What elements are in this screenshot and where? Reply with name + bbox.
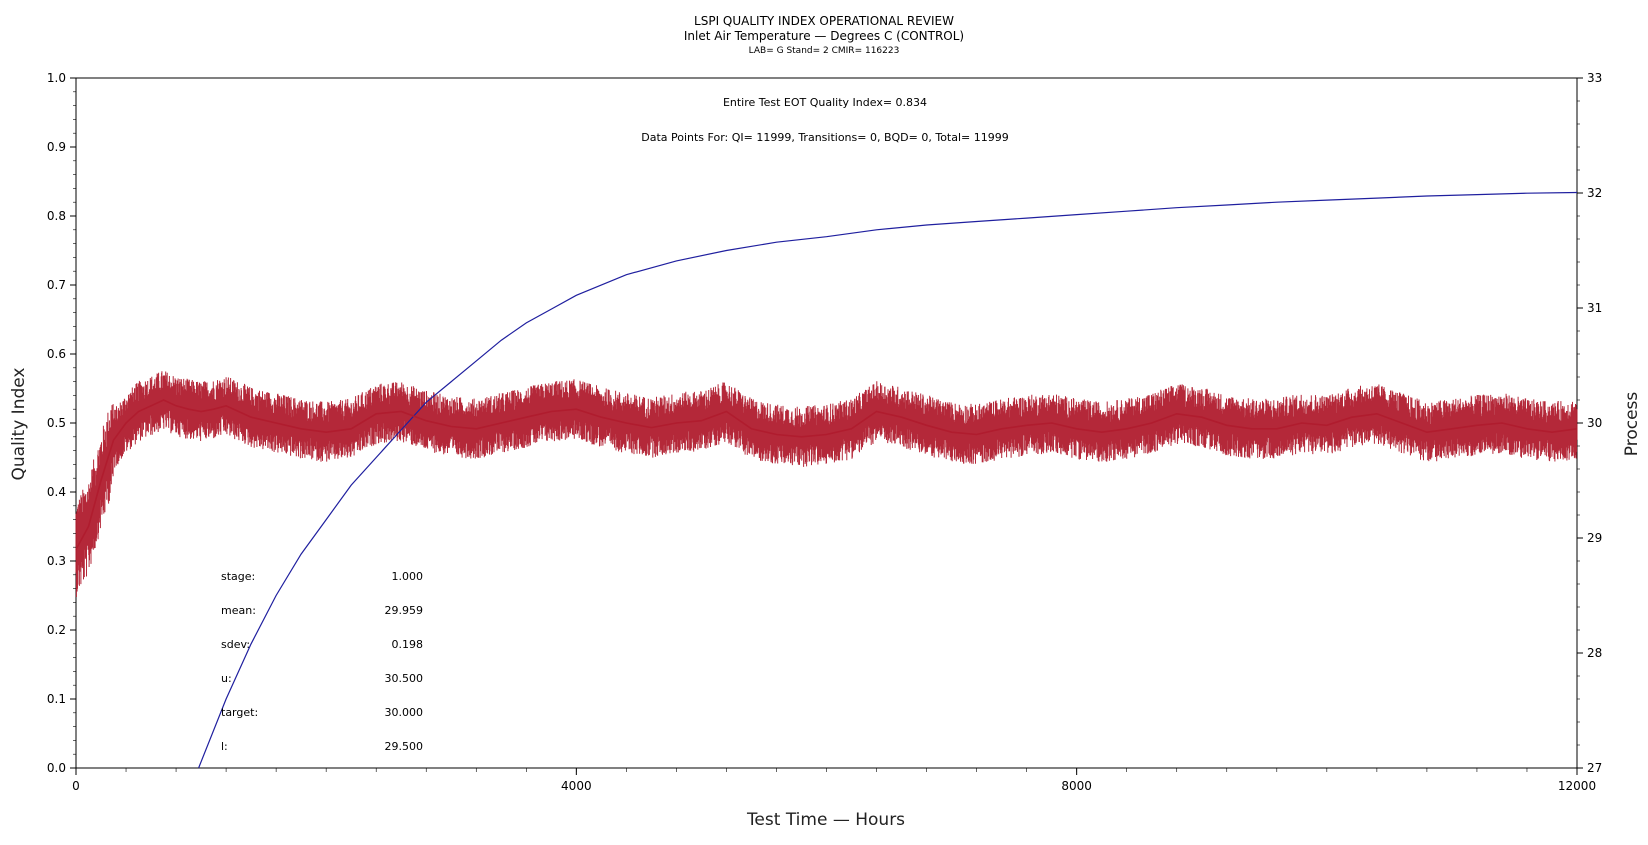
stats-table: stage: 1.000 mean: 29.959 sdev: 0.198 u: 30.500… <box>221 570 423 753</box>
y-tick-label: 1.0 <box>47 71 66 85</box>
data-points-annotation: Data Points For: QI= 11999, Transitions=… <box>641 131 1009 144</box>
y-tick-label: 0.7 <box>47 278 66 292</box>
y2-tick-label: 30 <box>1587 416 1602 430</box>
stat-value: 30.000 <box>385 706 424 719</box>
chart-subtitle: Inlet Air Temperature — Degrees C (CONTR… <box>684 29 964 43</box>
stat-label: sdev: <box>221 638 250 651</box>
process-noise <box>75 371 1578 597</box>
chart-title: LSPI QUALITY INDEX OPERATIONAL REVIEW <box>694 14 954 28</box>
stat-value: 29.959 <box>385 604 424 617</box>
stat-label: l: <box>221 740 228 753</box>
series-layer <box>75 191 1578 769</box>
x-axis-label: Test Time — Hours <box>746 810 905 830</box>
process-noise-band <box>75 371 1578 597</box>
chart-subtitle2: LAB= G Stand= 2 CMIR= 116223 <box>749 46 900 56</box>
y-tick-label: 0.1 <box>47 692 66 706</box>
y2-tick-label: 29 <box>1587 531 1602 545</box>
y-tick-label: 0.8 <box>47 209 66 223</box>
stat-value: 29.500 <box>385 740 424 753</box>
stat-label: mean: <box>221 604 256 617</box>
quality-index-line <box>198 191 1578 769</box>
y-tick-label: 0.5 <box>47 416 66 430</box>
qi-annotation: Entire Test EOT Quality Index= 0.834 <box>723 96 927 109</box>
y-tick-label: 0.4 <box>47 485 66 499</box>
y-axis-label: Quality Index <box>9 368 29 481</box>
stat-label: stage: <box>221 570 255 583</box>
x-tick-label: 4000 <box>561 779 592 793</box>
stat-value: 0.198 <box>392 638 424 651</box>
y-tick-label: 0.3 <box>47 554 66 568</box>
y2-axis-label: Process <box>1622 392 1642 457</box>
stat-value: 30.500 <box>385 672 424 685</box>
process-line <box>75 399 1578 550</box>
x-tick-label: 8000 <box>1061 779 1092 793</box>
y2-tick-label: 28 <box>1587 646 1602 660</box>
stat-label: u: <box>221 672 232 685</box>
x-tick-label: 12000 <box>1558 779 1596 793</box>
axis-layer: 0.0 0.1 0.2 0.3 0.4 0.5 0.6 0.7 0.8 0.9 1.0 27 28 29 3… <box>47 71 1602 793</box>
y2-tick-label: 33 <box>1587 71 1602 85</box>
y-tick-label: 0.2 <box>47 623 66 637</box>
stat-label: target: <box>221 706 258 719</box>
y2-tick-label: 31 <box>1587 301 1602 315</box>
y-tick-label: 0.0 <box>47 761 66 775</box>
y2-tick-label: 27 <box>1587 761 1602 775</box>
stat-value: 1.000 <box>392 570 424 583</box>
x-tick-label: 0 <box>72 779 80 793</box>
y-tick-label: 0.6 <box>47 347 66 361</box>
y2-tick-label: 32 <box>1587 186 1602 200</box>
y-tick-label: 0.9 <box>47 140 66 154</box>
